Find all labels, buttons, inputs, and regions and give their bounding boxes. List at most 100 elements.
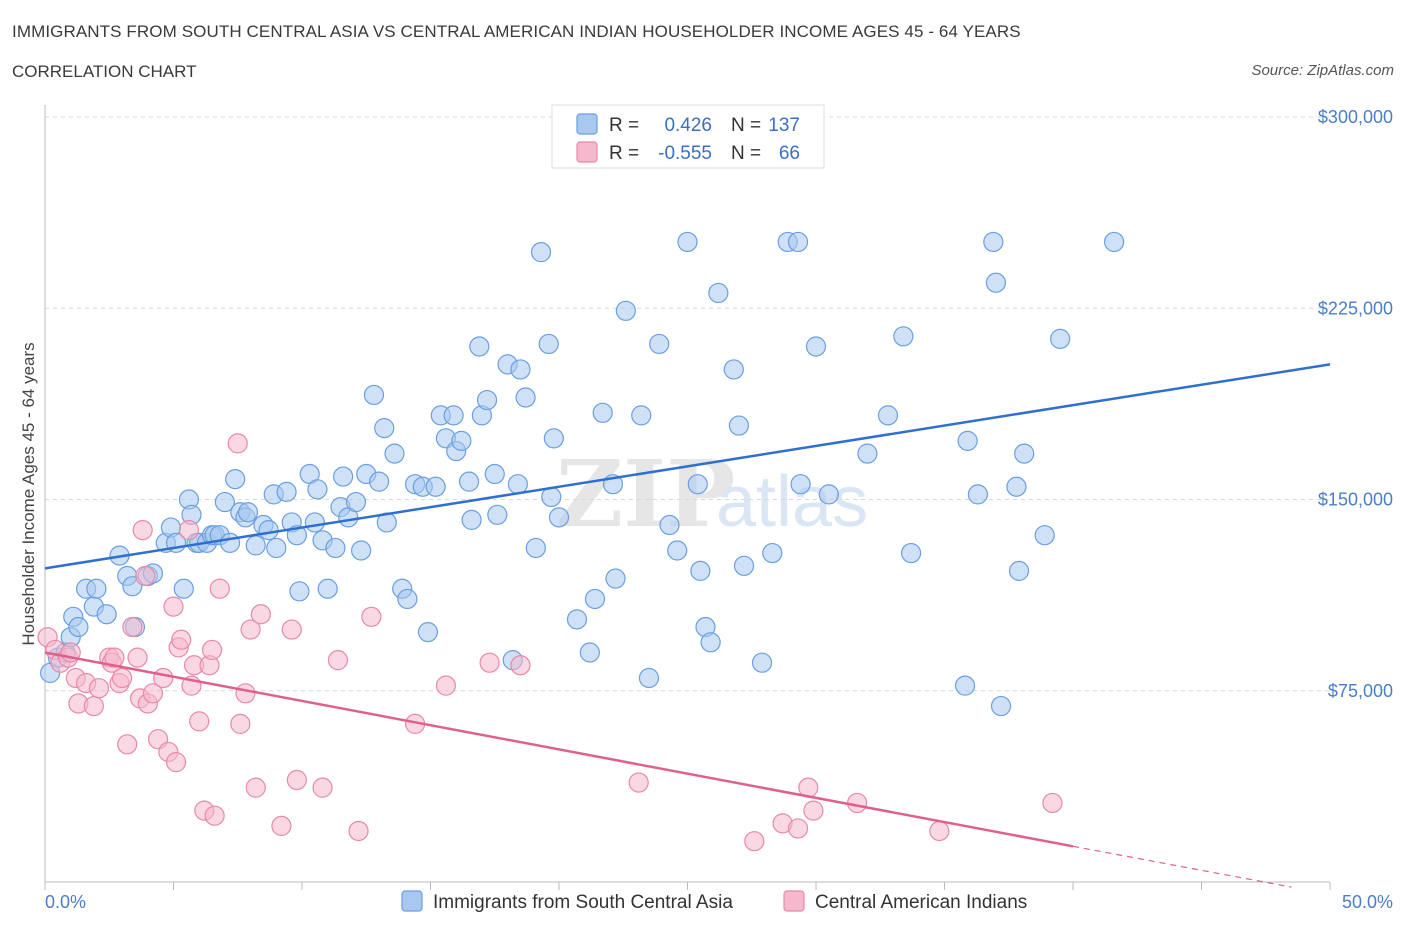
- south-central-asia-point-75: [476, 389, 498, 411]
- legend-r-value-pink: -0.555: [658, 143, 712, 164]
- central-american-indian-point-19: [135, 565, 156, 587]
- south-central-asia-point-95: [615, 300, 636, 321]
- south-central-asia-point-108: [728, 415, 750, 436]
- central-american-indian-point-39: [227, 433, 248, 454]
- central-american-indian-point-42: [240, 619, 261, 640]
- trend-line-blue: [44, 363, 1331, 570]
- central-american-indian-point-12: [104, 647, 125, 668]
- x-tick-label-max: 50.0%: [1342, 892, 1393, 912]
- legend-r-value-blue: 0.426: [664, 115, 712, 136]
- south-central-asia-point-92: [592, 402, 613, 423]
- south-central-asia-point-72: [461, 509, 482, 531]
- series-south-central-asia: [40, 231, 1125, 717]
- south-central-asia-point-98: [649, 333, 670, 355]
- south-central-asia-point-76: [484, 463, 505, 485]
- trend-line-pink-extension: [1072, 845, 1292, 888]
- central-american-indian-point-20: [132, 519, 153, 541]
- south-central-asia-point-82: [515, 387, 536, 408]
- gridlines: [45, 116, 1330, 692]
- bottom-legend-swatch-pink: [783, 890, 805, 912]
- south-central-asia-point-114: [790, 474, 811, 495]
- south-central-asia-point-48: [325, 537, 346, 559]
- legend-n-value-blue: 137: [768, 115, 800, 136]
- south-central-asia-point-55: [363, 384, 385, 406]
- central-american-indian-point-16: [122, 616, 143, 638]
- south-central-asia-point-128: [1008, 560, 1030, 582]
- south-central-asia-point-107: [723, 359, 744, 380]
- south-central-asia-point-87: [543, 428, 564, 449]
- legend-n-label-pink: N =: [731, 143, 761, 164]
- south-central-asia-point-116: [818, 484, 839, 505]
- south-central-asia-point-56: [369, 471, 390, 492]
- south-central-asia-point-126: [990, 695, 1012, 717]
- y-axis-tick-labels: $75,000 $150,000 $225,000 $300,000: [1318, 107, 1393, 701]
- bottom-legend-label-pink: Central American Indians: [815, 892, 1027, 913]
- south-central-asia-point-19: [173, 578, 194, 599]
- south-central-asia-point-110: [751, 652, 773, 673]
- south-central-asia-point-132: [1104, 231, 1125, 253]
- south-central-asia-point-103: [690, 560, 711, 582]
- bottom-legend-swatch-blue: [401, 890, 423, 912]
- south-central-asia-point-90: [579, 642, 600, 663]
- central-american-indian-point-24: [153, 667, 174, 689]
- south-central-asia-point-131: [1050, 328, 1071, 349]
- central-american-indian-point-26: [163, 596, 184, 617]
- x-tick-label-min: 0.0%: [45, 892, 86, 912]
- south-central-asia-point-33: [237, 502, 259, 523]
- south-central-asia-point-47: [317, 578, 338, 599]
- central-american-indian-point-63: [929, 820, 950, 842]
- central-american-indian-point-55: [510, 655, 531, 676]
- south-central-asia-point-120: [900, 542, 922, 564]
- central-american-indian-point-48: [312, 777, 333, 798]
- central-american-indian-point-41: [235, 683, 256, 704]
- y-tick-label-3: $300,000: [1318, 107, 1393, 127]
- south-central-asia-point-30: [225, 469, 246, 490]
- south-central-asia-point-123: [967, 484, 989, 505]
- south-central-asia-point-119: [893, 326, 914, 347]
- central-american-indian-point-22: [142, 683, 164, 704]
- south-central-asia-point-122: [957, 430, 978, 451]
- south-central-asia-point-57: [374, 418, 395, 439]
- central-american-indian-point-54: [479, 652, 500, 673]
- central-american-indian-point-46: [281, 619, 302, 640]
- watermark-atlas: atlas: [716, 462, 868, 542]
- central-american-indian-point-62: [847, 792, 868, 814]
- south-central-asia-point-38: [266, 537, 287, 559]
- watermark: ZIP atlas: [556, 440, 868, 548]
- south-central-asia-point-129: [1014, 443, 1035, 464]
- chart-title: IMMIGRANTS FROM SOUTH CENTRAL ASIA VS CE…: [12, 22, 1021, 41]
- south-central-asia-point-70: [451, 430, 472, 451]
- south-central-asia-point-41: [286, 525, 307, 546]
- south-central-asia-point-94: [605, 568, 626, 589]
- south-central-asia-point-125: [985, 272, 1007, 293]
- south-central-asia-point-42: [289, 581, 310, 602]
- south-central-asia-point-39: [276, 481, 297, 502]
- central-american-indian-point-59: [787, 818, 809, 839]
- source-label: Source: ZipAtlas.com: [1251, 62, 1394, 79]
- central-american-indian-point-53: [435, 675, 457, 696]
- south-central-asia-point-83: [525, 537, 546, 559]
- series-legend: Immigrants from South Central Asia Centr…: [401, 890, 1027, 913]
- central-american-indian-point-44: [250, 604, 271, 625]
- legend-r-label-blue: R =: [609, 115, 639, 136]
- south-central-asia-point-29: [219, 532, 241, 553]
- south-central-asia-point-52: [345, 491, 367, 513]
- y-tick-label-0: $75,000: [1328, 681, 1393, 701]
- central-american-indian-point-8: [83, 695, 104, 717]
- south-central-asia-point-105: [700, 632, 721, 653]
- bottom-legend-label-blue: Immigrants from South Central Asia: [433, 892, 733, 913]
- trend-lines: [44, 363, 1331, 888]
- y-tick-label-1: $150,000: [1318, 490, 1393, 510]
- south-central-asia-point-34: [245, 535, 266, 556]
- south-central-asia-point-89: [566, 609, 588, 630]
- south-central-asia-point-64: [417, 621, 439, 643]
- central-american-indian-point-45: [271, 815, 292, 837]
- south-central-asia-point-130: [1034, 525, 1055, 546]
- central-american-indian-point-40: [230, 713, 251, 735]
- central-american-indian-point-27: [165, 752, 187, 773]
- south-central-asia-point-121: [954, 675, 976, 696]
- chart-subtitle: CORRELATION CHART: [12, 62, 197, 81]
- south-central-asia-point-50: [333, 466, 354, 487]
- south-central-asia-point-106: [708, 282, 729, 304]
